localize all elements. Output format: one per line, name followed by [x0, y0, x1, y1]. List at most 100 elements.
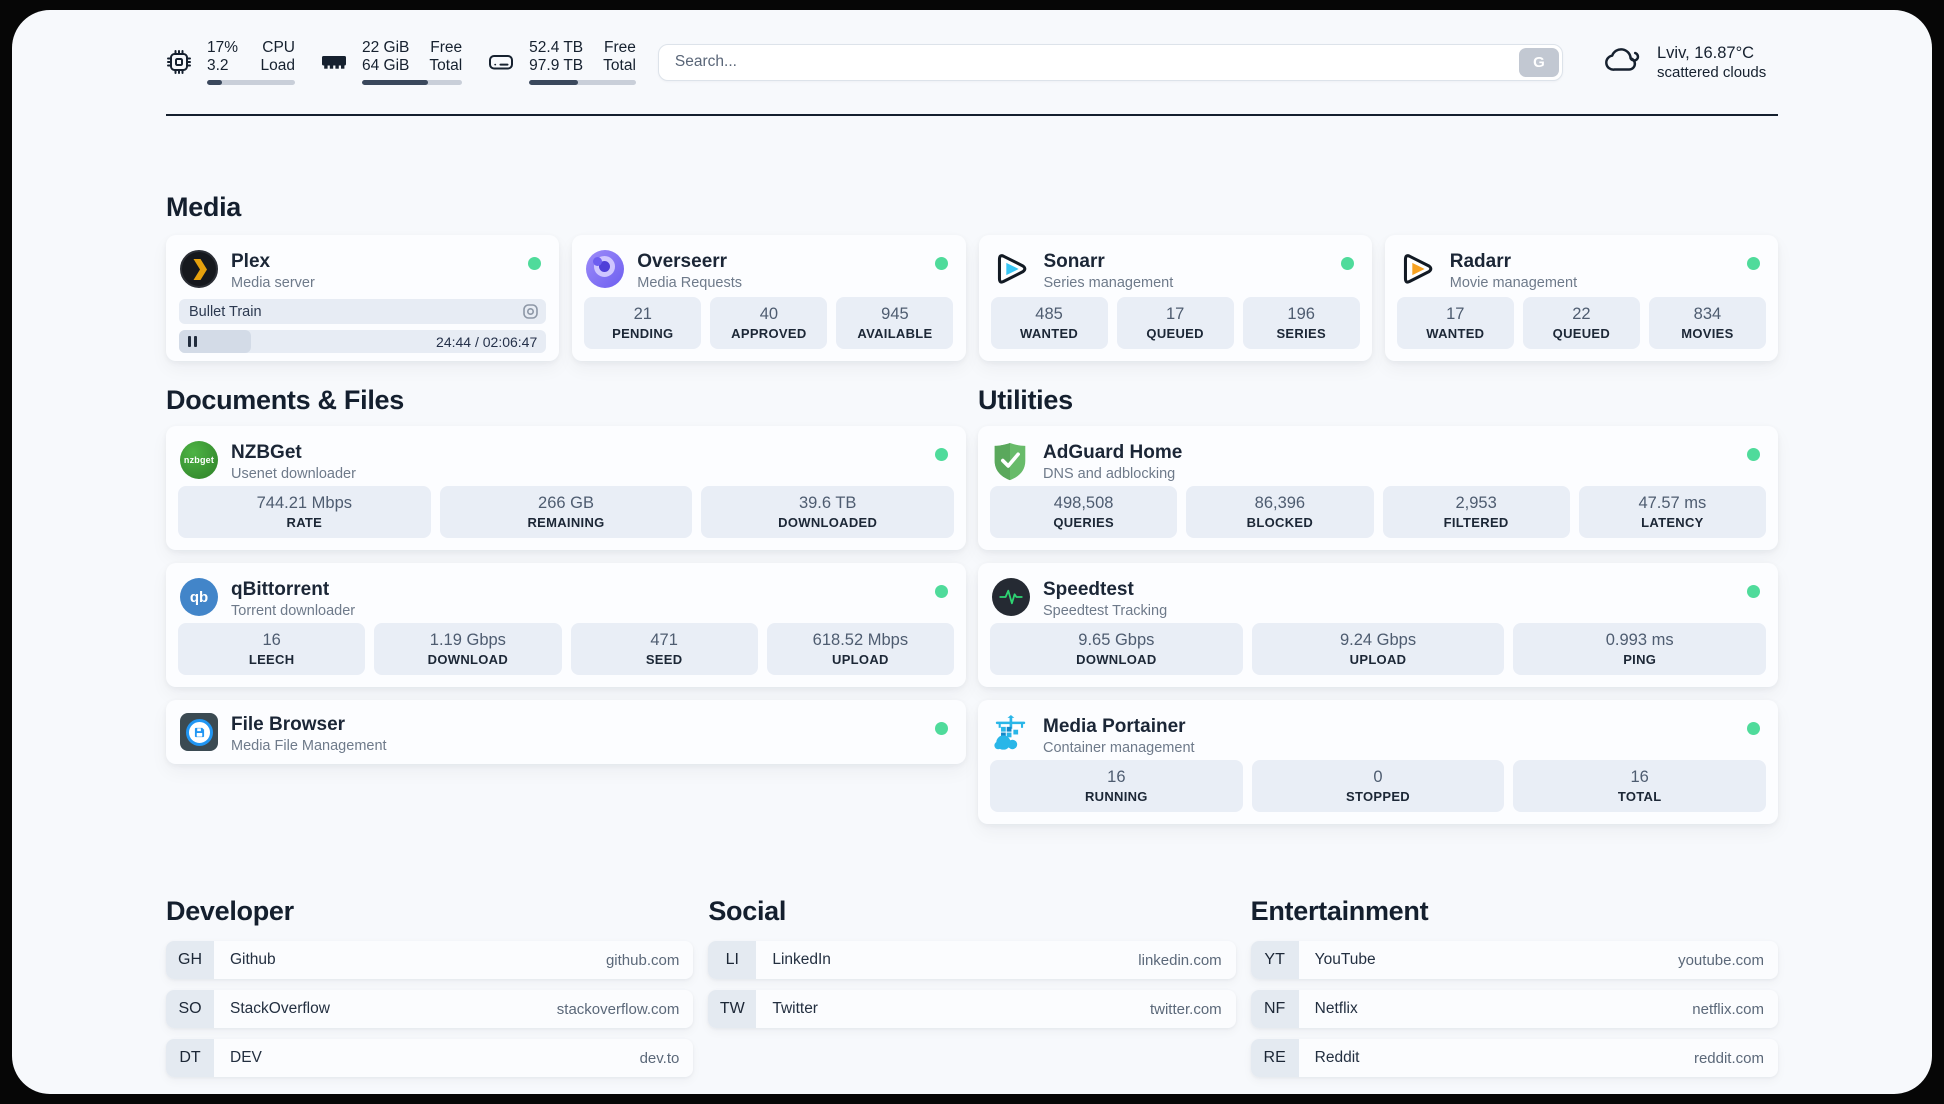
speedtest-card[interactable]: Speedtest Speedtest Tracking 9.65 Gbps D…	[978, 563, 1778, 687]
sonarr-subtitle: Series management	[1043, 275, 1174, 291]
radarr-card[interactable]: Radarr Movie management 17 WANTED 22 QUE…	[1384, 235, 1778, 361]
sonarr-stat-wanted: 485 WANTED	[990, 297, 1108, 349]
ram-icon	[321, 53, 347, 71]
qbittorrent-title: qBittorrent	[231, 579, 330, 600]
plex-status-dot	[528, 257, 542, 270]
media-card-grid: Plex Media server Bullet Train 24:44 / 0…	[166, 235, 1778, 361]
memory-label-top: Free	[430, 39, 463, 56]
weather-condition: scattered clouds	[1657, 63, 1767, 81]
portainer-status-dot	[1747, 722, 1760, 735]
disk-total: 97.9 TB	[529, 57, 584, 74]
dev-abbr-badge: DT	[166, 1039, 214, 1077]
nzbget-subtitle: Usenet downloader	[231, 466, 356, 482]
sonarr-card[interactable]: Sonarr Series management 485 WANTED 17 Q…	[978, 235, 1372, 361]
sonarr-stat-series: 196 SERIES	[1242, 297, 1360, 349]
bookmark-twitter[interactable]: TW Twitter twitter.com	[708, 990, 1236, 1028]
memory-total: 64 GiB	[362, 57, 410, 74]
overseerr-card[interactable]: Overseerr Media Requests 21 PENDING 40 A…	[572, 235, 966, 361]
plex-now-playing: Bullet Train	[179, 299, 547, 324]
adguard-stat-queries: 498,508 QUERIES	[990, 486, 1178, 538]
radarr-icon	[1399, 250, 1437, 288]
bookmark-stackoverflow[interactable]: SO StackOverflow stackoverflow.com	[166, 990, 694, 1028]
section-title-entertainment: Entertainment	[1250, 896, 1429, 926]
speedtest-icon	[992, 578, 1030, 616]
cpu-icon	[166, 49, 192, 75]
session-device-icon[interactable]	[523, 304, 539, 319]
search-engine-button[interactable]: G	[1519, 47, 1559, 77]
adguard-stat-latency: 47.57 ms LATENCY	[1578, 486, 1766, 538]
memory-progressbar	[362, 80, 463, 85]
pause-icon[interactable]	[188, 336, 197, 347]
portainer-icon	[992, 715, 1030, 753]
weather-widget: Lviv, 16.87°C scattered clouds	[1603, 43, 1778, 82]
plex-time: 24:44 / 02:06:47	[436, 333, 538, 350]
portainer-stat-stopped: 0 STOPPED	[1251, 760, 1505, 812]
adguard-stat-filtered: 2,953 FILTERED	[1382, 486, 1570, 538]
disk-stat: 52.4 TB 97.9 TB Free Total	[488, 39, 636, 85]
overseerr-stat-available: 945 AVAILABLE	[836, 297, 954, 349]
radarr-stat-wanted: 17 WANTED	[1396, 297, 1514, 349]
plex-subtitle: Media server	[231, 275, 315, 291]
cloud-icon	[1603, 45, 1643, 79]
radarr-stat-movies: 834 MOVIES	[1648, 297, 1766, 349]
portainer-card[interactable]: Media Portainer Container management 16 …	[978, 700, 1778, 824]
disk-free: 52.4 TB	[529, 39, 584, 56]
filebrowser-title: File Browser	[231, 714, 346, 735]
adguard-status-dot	[1747, 448, 1760, 461]
bookmark-reddit[interactable]: RE Reddit reddit.com	[1250, 1039, 1778, 1077]
netflix-abbr-badge: NF	[1250, 990, 1299, 1028]
portainer-title: Media Portainer	[1043, 716, 1186, 737]
twitter-abbr-badge: TW	[708, 990, 757, 1028]
system-stats: 17% 3.2 CPU Load	[166, 39, 636, 85]
qbittorrent-stat-leech: 16 LEECH	[178, 623, 366, 675]
plex-card[interactable]: Plex Media server Bullet Train 24:44 / 0…	[166, 235, 560, 361]
filebrowser-icon	[180, 713, 218, 751]
nzbget-stat-rate: 744.21 Mbps RATE	[178, 486, 431, 538]
qbittorrent-stat-upload: 618.52 Mbps UPLOAD	[766, 623, 954, 675]
section-title-utilities: Utilities	[978, 385, 1073, 415]
portainer-stat-total: 16 TOTAL	[1513, 760, 1767, 812]
radarr-status-dot	[1747, 257, 1760, 270]
bookmark-dev[interactable]: DT DEV dev.to	[166, 1039, 694, 1077]
entertainment-column: Entertainment YT YouTube youtube.com NF …	[1250, 895, 1778, 1088]
cpu-label-top: CPU	[262, 39, 295, 56]
section-title-media: Media	[166, 192, 242, 222]
bookmark-linkedin[interactable]: LI LinkedIn linkedin.com	[708, 941, 1236, 979]
section-title-social: Social	[708, 896, 787, 926]
search-bar: G	[657, 43, 1563, 81]
header: 17% 3.2 CPU Load	[166, 10, 1778, 116]
search-input[interactable]	[657, 43, 1563, 81]
cpu-load-avg: 3.2	[207, 57, 229, 74]
radarr-subtitle: Movie management	[1449, 275, 1578, 291]
cpu-percent: 17%	[207, 39, 239, 56]
sonarr-icon	[993, 250, 1031, 288]
bookmark-github[interactable]: GH Github github.com	[166, 941, 694, 979]
bookmark-youtube[interactable]: YT YouTube youtube.com	[1250, 941, 1778, 979]
sonarr-title: Sonarr	[1043, 251, 1105, 272]
reddit-abbr-badge: RE	[1250, 1039, 1299, 1077]
filebrowser-subtitle: Media File Management	[231, 738, 387, 754]
radarr-stat-queued: 22 QUEUED	[1522, 297, 1640, 349]
adguard-card[interactable]: AdGuard Home DNS and adblocking 498,508 …	[978, 426, 1778, 550]
sonarr-stat-queued: 17 QUEUED	[1116, 297, 1234, 349]
adguard-title: AdGuard Home	[1043, 442, 1183, 463]
memory-stat: 22 GiB 64 GiB Free Total	[321, 39, 463, 85]
filebrowser-card[interactable]: File Browser Media File Management	[166, 700, 966, 764]
qbittorrent-card[interactable]: qb qBittorrent Torrent downloader 16 LEE…	[166, 563, 966, 687]
nzbget-card[interactable]: nzbget NZBGet Usenet downloader 744.21 M…	[166, 426, 966, 550]
nzbget-status-dot	[935, 448, 948, 461]
youtube-abbr-badge: YT	[1250, 941, 1299, 979]
adguard-subtitle: DNS and adblocking	[1043, 466, 1176, 482]
bookmark-netflix[interactable]: NF Netflix netflix.com	[1250, 990, 1778, 1028]
qbittorrent-subtitle: Torrent downloader	[231, 603, 356, 619]
section-title-documents: Documents & Files	[166, 385, 404, 415]
speedtest-subtitle: Speedtest Tracking	[1043, 603, 1168, 619]
memory-free: 22 GiB	[362, 39, 410, 56]
plex-progressbar[interactable]: 24:44 / 02:06:47	[179, 330, 547, 353]
speedtest-status-dot	[1747, 585, 1760, 598]
sonarr-status-dot	[1340, 257, 1354, 270]
overseerr-stat-pending: 21 PENDING	[584, 297, 702, 349]
memory-label-bottom: Total	[429, 57, 463, 74]
section-title-developer: Developer	[166, 896, 294, 926]
linkedin-abbr-badge: LI	[708, 941, 757, 979]
